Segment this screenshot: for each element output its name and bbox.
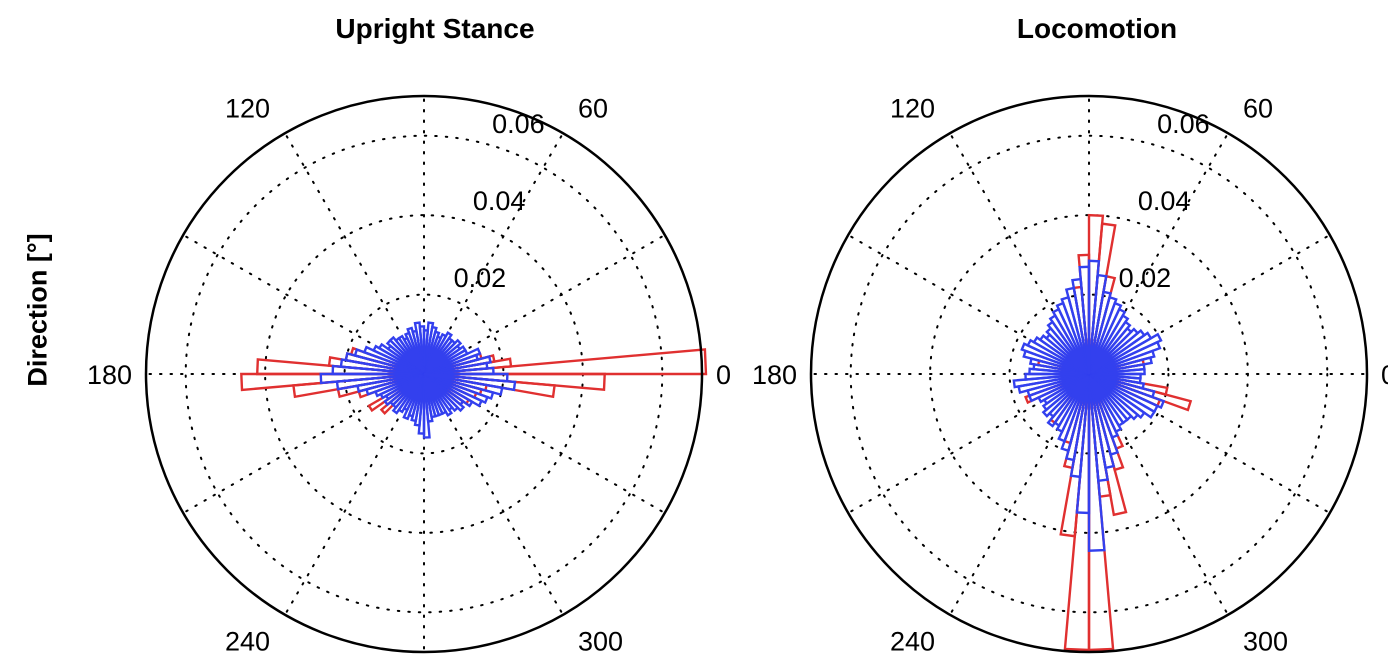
angular-grid-spoke xyxy=(182,373,425,514)
angle-tick-label: 60 xyxy=(578,93,608,123)
angular-grid-spoke xyxy=(423,132,564,375)
angle-tick-label: 240 xyxy=(890,627,935,657)
angular-grid-spoke xyxy=(1088,132,1229,375)
series-blue xyxy=(319,321,517,439)
radial-tick-label: 0.06 xyxy=(492,109,545,139)
series-blue xyxy=(1012,259,1166,552)
angular-grid-spoke xyxy=(847,234,1090,375)
chart-title: Upright Stance xyxy=(335,13,534,44)
polar-plot-area: 0.02 0.04 0.06 0 60 120 180 240 300 xyxy=(752,93,1388,656)
histogram-bar-blue xyxy=(1078,265,1091,375)
angular-grid-spoke xyxy=(423,234,666,375)
angle-tick-label: 0 xyxy=(716,360,731,390)
polar-plot-area: 0.02 0.04 0.06 0 60 120 180 240 300 xyxy=(87,93,731,656)
angle-tick-label: 180 xyxy=(87,360,132,390)
radial-tick-label: 0.06 xyxy=(1157,109,1210,139)
angle-tick-label: 300 xyxy=(1243,627,1288,657)
outer-circle xyxy=(144,94,704,654)
histogram-bar-blue xyxy=(423,372,517,392)
radial-grid-circle xyxy=(849,134,1329,614)
angle-tick-label: 240 xyxy=(225,627,270,657)
outer-circle xyxy=(809,94,1369,654)
angle-tick-label: 60 xyxy=(1243,93,1273,123)
angular-grid-spoke xyxy=(284,373,425,616)
chart-title: Locomotion xyxy=(1017,13,1177,44)
radial-tick-label: 0.04 xyxy=(473,186,526,216)
angular-grid-spoke xyxy=(423,373,666,514)
angular-grid-spoke xyxy=(949,132,1090,375)
angular-grid-spoke xyxy=(1088,373,1229,616)
radial-tick-label: 0.02 xyxy=(454,263,507,293)
radial-grid-circle xyxy=(1008,293,1170,455)
angular-grid-spoke xyxy=(423,373,564,616)
angle-tick-label: 0 xyxy=(1381,360,1388,390)
radial-tick-label: 0.04 xyxy=(1138,186,1191,216)
angular-grid-spoke xyxy=(847,373,1090,514)
angle-tick-label: 120 xyxy=(225,93,270,123)
angle-tick-label: 120 xyxy=(890,93,935,123)
angle-tick-label: 180 xyxy=(752,360,797,390)
angular-grid-spoke xyxy=(1088,373,1331,514)
angular-grid-spoke xyxy=(284,132,425,375)
radial-tick-label: 0.02 xyxy=(1119,263,1172,293)
angular-grid-spoke xyxy=(1088,234,1331,375)
angle-tick-label: 300 xyxy=(578,627,623,657)
chart-locomotion: Locomotion 0.02 0.04 0.06 0 60 120 180 240 300 xyxy=(752,13,1388,657)
chart-upright-stance: Upright Stance 0.02 0.04 0.06 0 60 120 180 240 3… xyxy=(87,13,731,657)
angular-grid-spoke xyxy=(182,234,425,375)
angular-grid-spoke xyxy=(949,373,1090,616)
